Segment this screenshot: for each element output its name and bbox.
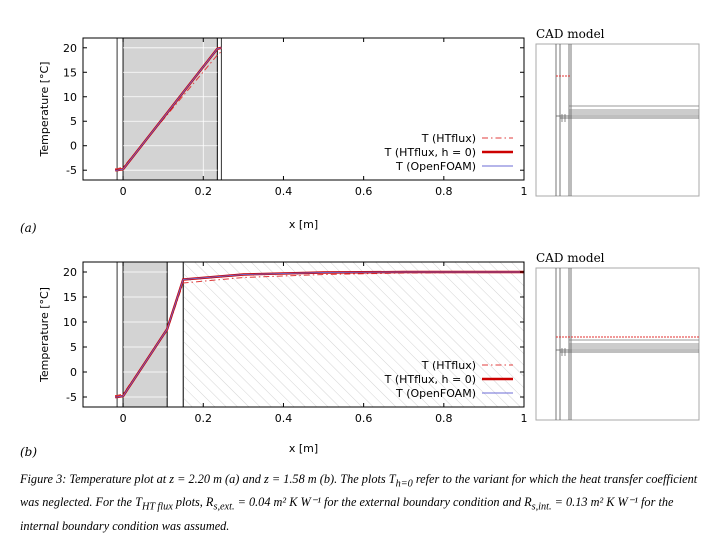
chart-panel-b: 0 0.2 0.4 0.6 0.8 1 -5 0 5 10 15 20 x [m] Temperature… <box>20 261 528 459</box>
material-layer <box>217 38 221 180</box>
inset-frame <box>535 43 700 197</box>
series-line <box>115 47 222 171</box>
x-tick-label: 0.4 <box>275 412 293 425</box>
plot-frame <box>82 37 525 181</box>
legend-label: T (HTflux) <box>421 359 476 372</box>
legend-label: T (HTflux) <box>421 132 476 145</box>
legend-label: T (OpenFOAM) <box>395 387 476 400</box>
legend-label: T (HTflux, h = 0) <box>384 146 476 159</box>
y-tick-label: 5 <box>70 341 77 354</box>
plot-area <box>115 38 222 180</box>
caption-part: plots, R <box>172 495 214 510</box>
caption-sub: s,ext. <box>213 501 235 513</box>
chart-panel-a: 0 0.2 0.4 0.6 0.8 1 -5 0 5 10 15 20 x [m] Temperature… <box>20 37 528 235</box>
x-tick-label: 0.8 <box>435 412 453 425</box>
y-tick-label: 0 <box>70 140 77 153</box>
series-line <box>115 51 222 170</box>
x-tick-label: 0.4 <box>275 185 293 198</box>
y-tick-label: 20 <box>63 42 77 55</box>
plot-frame <box>82 261 525 408</box>
x-axis-label: x [m] <box>289 218 318 231</box>
caption-part: = 0.13 m² K W⁻¹ for the internal boundar… <box>20 495 674 533</box>
x-tick-label: 0.6 <box>355 185 373 198</box>
y-tick-label: 5 <box>70 115 77 128</box>
x-tick-label: 1 <box>521 412 528 425</box>
x-tick-label: 0 <box>120 412 127 425</box>
y-tick-label: 10 <box>63 91 77 104</box>
x-tick-label: 1 <box>521 185 528 198</box>
material-layer <box>117 38 123 180</box>
x-tick-label: 0.2 <box>195 412 213 425</box>
y-tick-label: 20 <box>63 266 77 279</box>
x-tick-label: 0.8 <box>435 185 453 198</box>
material-layer <box>183 262 524 407</box>
y-tick-label: 10 <box>63 316 77 329</box>
caption-sub: HT flux <box>141 501 173 513</box>
y-tick-label: -5 <box>66 164 77 177</box>
legend-label: T (HTflux, h = 0) <box>384 373 476 386</box>
inset-title: CAD model <box>536 27 605 41</box>
material-layer <box>117 262 123 407</box>
y-tick-label: 15 <box>63 66 77 79</box>
cad-model-inset-b: CAD model <box>535 251 700 421</box>
y-axis-label: Temperature [°C] <box>38 287 51 383</box>
cad-model-inset-a: CAD model <box>535 27 700 197</box>
y-tick-label: -5 <box>66 391 77 404</box>
caption-sub: h=0 <box>395 478 413 490</box>
panel-label: (b) <box>20 445 37 459</box>
x-tick-label: 0 <box>120 185 127 198</box>
plot-area <box>115 262 524 407</box>
y-axis-label: Temperature [°C] <box>38 62 51 158</box>
figure-caption: Figure 3: Temperature plot at z = 2.20 m… <box>20 470 710 535</box>
x-tick-label: 0.6 <box>355 412 373 425</box>
y-tick-label: 15 <box>63 291 77 304</box>
caption-sub: s,int. <box>531 501 552 513</box>
caption-part: = 0.04 m² K W⁻¹ for the external boundar… <box>234 495 532 510</box>
caption-part: Figure 3: Temperature plot at z = 2.20 m… <box>20 472 396 486</box>
panel-label: (a) <box>20 221 37 235</box>
legend-label: T (OpenFOAM) <box>395 160 476 173</box>
inset-title: CAD model <box>536 251 605 265</box>
x-tick-label: 0.2 <box>195 185 213 198</box>
caption-part: refer to the variant for which the heat … <box>20 472 698 510</box>
series-line <box>115 271 524 398</box>
x-axis-label: x [m] <box>289 442 318 455</box>
y-tick-label: 0 <box>70 366 77 379</box>
